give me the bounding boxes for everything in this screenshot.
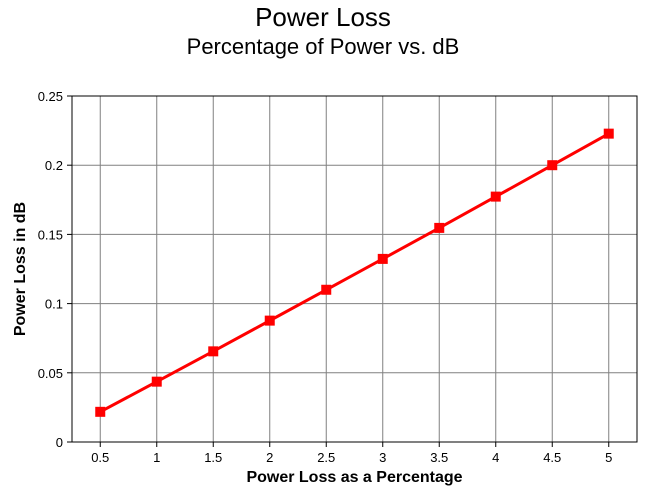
series-group — [95, 128, 614, 417]
y-tick-label: 0.25 — [38, 89, 63, 104]
x-tick-label: 4.5 — [543, 450, 561, 465]
chart-title: Power Loss — [255, 2, 391, 32]
chart-subtitle: Percentage of Power vs. dB — [186, 34, 460, 59]
x-tick-label: 2.5 — [317, 450, 335, 465]
x-tick-label: 1 — [153, 450, 160, 465]
y-axis-label: Power Loss in dB — [12, 202, 29, 336]
data-point — [377, 253, 388, 264]
y-tick-label: 0.2 — [45, 158, 63, 173]
y-tick-label: 0.05 — [38, 366, 63, 381]
series-line — [99, 132, 610, 414]
y-tick-label: 0 — [56, 435, 63, 450]
y-tick-label: 0.15 — [38, 227, 63, 242]
x-axis-label: Power Loss as a Percentage — [246, 469, 462, 486]
plot-area-frame — [71, 95, 638, 443]
x-tick-label: 1.5 — [204, 450, 222, 465]
y-tick-label: 0.1 — [45, 297, 63, 312]
grid-lines — [72, 95, 637, 443]
x-tick-label: 2 — [266, 450, 273, 465]
data-point — [490, 191, 501, 202]
data-point — [208, 346, 219, 357]
x-tick-label: 0.5 — [91, 450, 109, 465]
x-axis-ticks: 0.5 1 1.5 2 2.5 3 3.5 4 4.5 5 — [91, 442, 612, 465]
x-tick-label: 3.5 — [430, 450, 448, 465]
y-axis-ticks: 0 0.05 0.1 0.15 0.2 0.25 — [38, 89, 72, 450]
data-point — [434, 222, 445, 233]
data-point — [151, 376, 162, 387]
data-point — [603, 128, 614, 139]
data-point — [321, 284, 332, 295]
data-point — [95, 406, 106, 417]
data-point — [547, 160, 558, 171]
data-point — [264, 315, 275, 326]
x-tick-label: 4 — [492, 450, 499, 465]
x-tick-label: 3 — [379, 450, 386, 465]
x-tick-label: 5 — [605, 450, 612, 465]
